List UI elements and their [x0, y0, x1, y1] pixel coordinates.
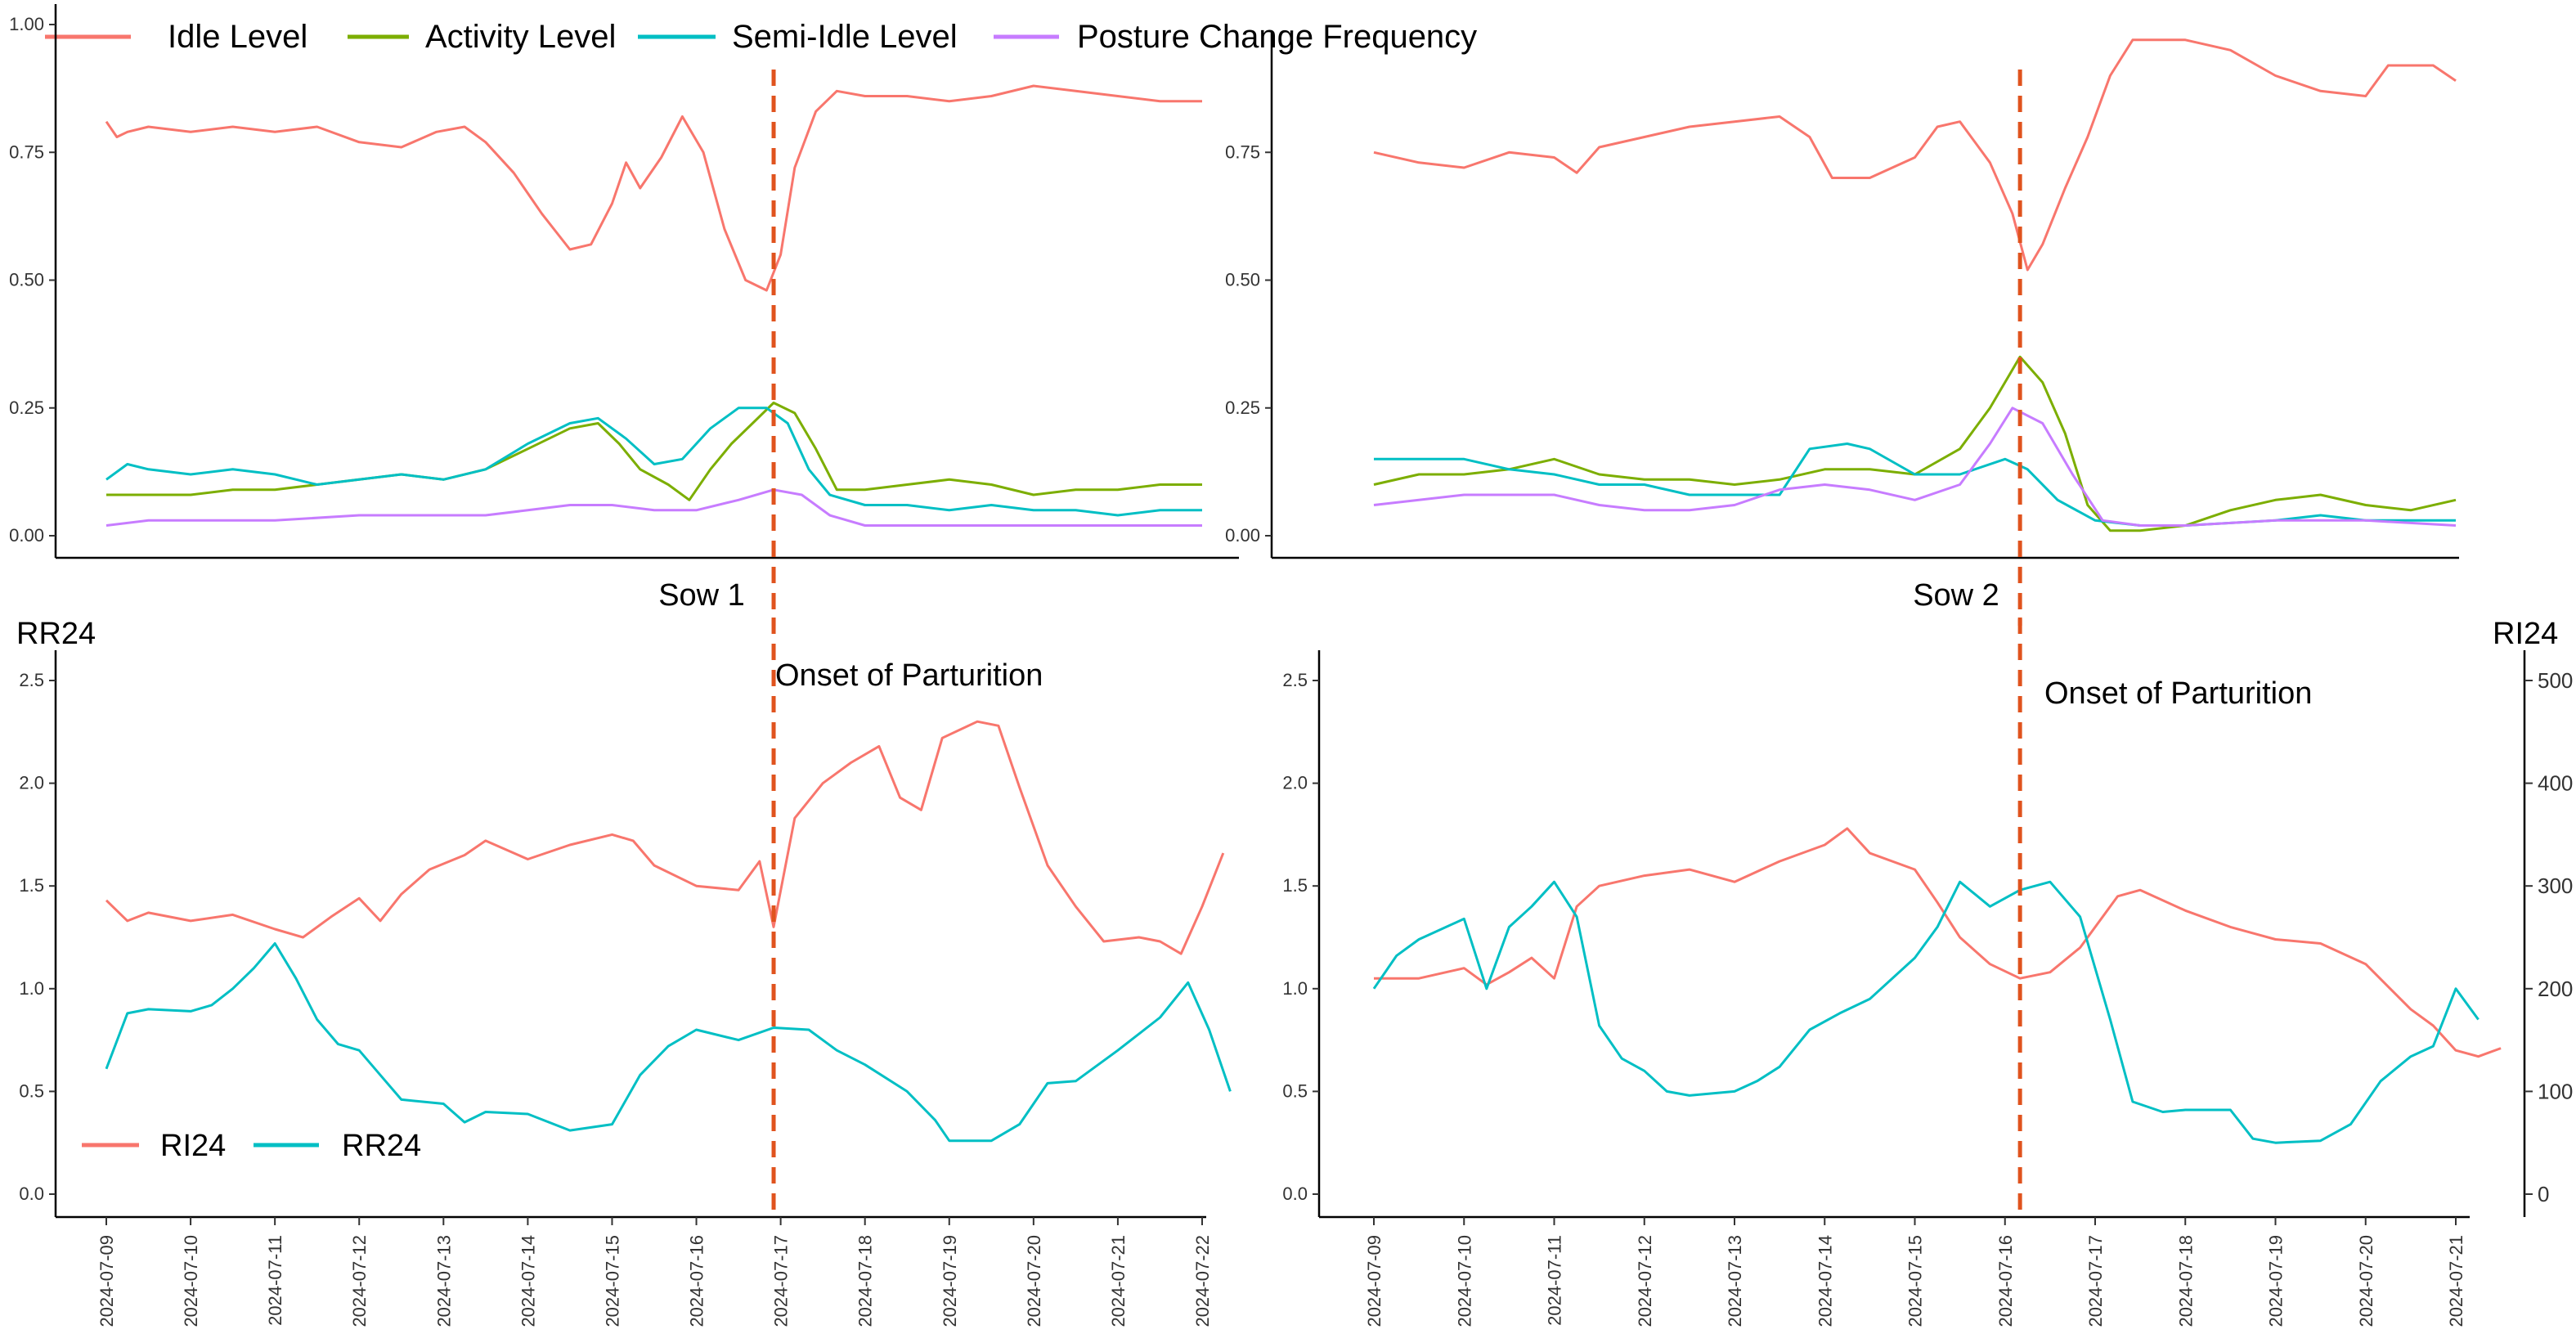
- y-tick-label: 2.5: [19, 670, 44, 690]
- y2-tick-label: 0: [2538, 1182, 2549, 1206]
- y-tick-label: 2.5: [1282, 670, 1308, 690]
- x-tick-label: 2024-07-16: [687, 1235, 707, 1327]
- y2-tick-label: 500: [2538, 668, 2573, 693]
- series-line-posture-change-frequency: [105, 488, 1202, 527]
- y2-tick-label: 300: [2538, 874, 2573, 898]
- y2-tick-label: 100: [2538, 1079, 2573, 1103]
- y-tick-label: 0.0: [19, 1184, 44, 1204]
- y-tick-label: 1.00: [9, 14, 44, 34]
- y-tick-label: 0.50: [1225, 270, 1260, 290]
- x-tick-label: 2024-07-13: [433, 1235, 454, 1327]
- onset-label-sow2: Onset of Parturition: [2044, 676, 2312, 711]
- series-line-idle-level: [105, 84, 1202, 292]
- y-tick-label: 0.25: [9, 398, 44, 418]
- series-line-activity-level: [1373, 355, 2457, 532]
- x-tick-label: 2024-07-17: [771, 1235, 792, 1327]
- x-tick-label: 2024-07-15: [1905, 1235, 1926, 1327]
- series-line-ri24: [105, 720, 1225, 955]
- y-tick-label: 1.0: [19, 978, 44, 999]
- series-line-ri24: [1374, 827, 2502, 1058]
- y-tick-label: 0.25: [1225, 398, 1260, 418]
- legend-label-ri24: RI24: [160, 1129, 226, 1163]
- series-line-rr24: [1372, 880, 2480, 1144]
- x-tick-label: 2024-07-20: [1024, 1235, 1044, 1327]
- sow1-activity-panel: 0.00 0.25 0.50 0.75 1.00: [9, 4, 1239, 626]
- x-tick-label: 2024-07-21: [1108, 1235, 1129, 1327]
- x-tick-label: 2024-07-09: [1364, 1235, 1384, 1327]
- y-tick-label: 1.5: [1282, 875, 1308, 896]
- sow1-rumination-panel: 0.0 0.5 1.0 1.5 2.0 2.5 2024-07-09 2024-07-10 20…: [19, 618, 1232, 1327]
- x-tick-label: 2024-07-19: [2266, 1235, 2287, 1327]
- x-tick-label: 2024-07-19: [940, 1235, 960, 1327]
- x-tick-label: 2024-07-14: [1815, 1235, 1835, 1327]
- series-line-activity-level: [106, 402, 1202, 501]
- sow2-activity-panel: 0.00 0.25 0.50 0.75: [1225, 33, 2459, 626]
- y-tick-label: 0.0: [1282, 1184, 1308, 1204]
- y-tick-label: 1.5: [19, 875, 44, 896]
- y-tick-label: 2.0: [19, 773, 44, 793]
- x-tick-label: 2024-07-17: [2085, 1235, 2106, 1327]
- series-line-rr24: [105, 942, 1232, 1143]
- onset-label-sow1: Onset of Parturition: [775, 658, 1043, 693]
- series-line-idle-level: [1373, 38, 2457, 272]
- x-tick-label: 2024-07-15: [602, 1235, 622, 1327]
- x-tick-label: 2024-07-21: [2446, 1235, 2466, 1327]
- series-line-semi-idle-level: [105, 406, 1202, 517]
- y-tick-label: 0.50: [9, 270, 44, 290]
- x-tick-label: 2024-07-11: [265, 1235, 285, 1326]
- x-tick-label: 2024-07-22: [1192, 1235, 1213, 1327]
- x-tick-label: 2024-07-16: [1995, 1235, 2016, 1327]
- y-tick-label: 2.0: [1282, 773, 1308, 793]
- x-tick-label: 2024-07-18: [855, 1235, 876, 1327]
- x-tick-label: 2024-07-12: [349, 1235, 370, 1327]
- legend-label-idle: Idle Level: [168, 19, 307, 55]
- y-tick-label: 0.75: [9, 141, 44, 162]
- x-tick-label: 2024-07-10: [1454, 1235, 1474, 1327]
- x-tick-label: 2024-07-20: [2356, 1235, 2376, 1327]
- x-tick-label: 2024-07-13: [1725, 1235, 1745, 1327]
- x-tick-label: 2024-07-10: [181, 1235, 201, 1327]
- x-tick-label: 2024-07-12: [1635, 1235, 1655, 1327]
- legend-label-activity: Activity Level: [425, 19, 616, 55]
- y-tick-label: 0.5: [19, 1080, 44, 1101]
- y-tick-label: 1.0: [1282, 978, 1308, 999]
- series-line-posture-change-frequency: [1373, 406, 2457, 527]
- series-line-semi-idle-level: [1374, 442, 2456, 527]
- bottom-legend: RI24 RR24: [82, 1129, 421, 1163]
- y2-tick-label: 400: [2538, 771, 2573, 796]
- y-tick-label: 0.5: [1282, 1080, 1308, 1101]
- top-legend: Idle Level Activity Level Semi-Idle Leve…: [45, 19, 1477, 55]
- y2-tick-label: 200: [2538, 977, 2573, 1001]
- sow2-rumination-panel: 0.0 0.5 1.0 1.5 2.0 2.5 0 100 200 300 400 500 2024-0…: [1282, 618, 2573, 1327]
- legend-label-semi-idle: Semi-Idle Level: [732, 19, 958, 55]
- legend-label-rr24: RR24: [342, 1129, 421, 1163]
- y-tick-label: 0.00: [9, 525, 44, 546]
- rr24-axis-label: RR24: [16, 617, 96, 651]
- legend-label-posture: Posture Change Frequency: [1077, 19, 1477, 55]
- x-tick-label: 2024-07-14: [518, 1235, 538, 1327]
- sow2-label: Sow 2: [1913, 578, 1999, 613]
- x-tick-label: 2024-07-09: [96, 1235, 117, 1327]
- x-tick-label: 2024-07-11: [1545, 1235, 1565, 1326]
- y-tick-label: 0.75: [1225, 141, 1260, 162]
- x-tick-label: 2024-07-18: [2175, 1235, 2196, 1327]
- sow1-label: Sow 1: [658, 578, 745, 613]
- ri24-axis-label: RI24: [2493, 617, 2558, 651]
- y-tick-label: 0.00: [1225, 525, 1260, 546]
